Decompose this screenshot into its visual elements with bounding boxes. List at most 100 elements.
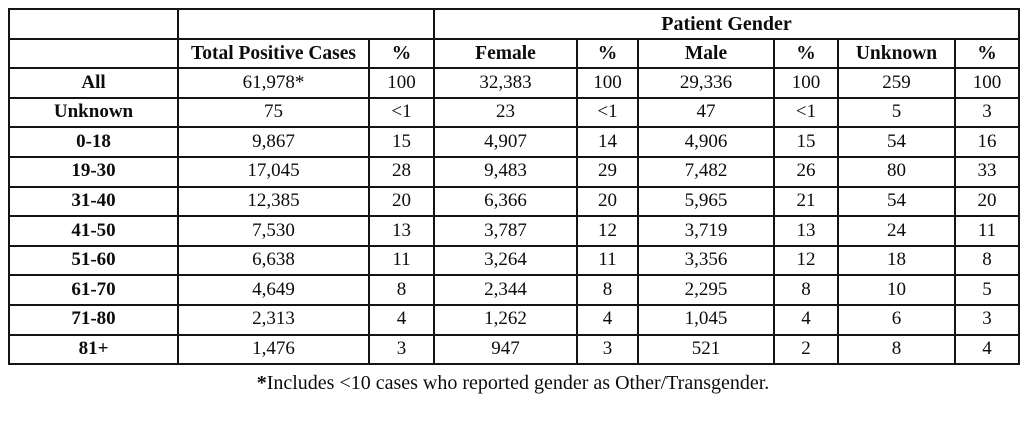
column-header-female: Female [433,37,578,70]
column-header-total-pct: % [368,37,435,70]
group-header-blank-stub [8,8,179,40]
data-cell: 4 [576,303,639,336]
data-cell: 29,336 [637,67,775,99]
table-row: 0-18 9,867 15 4,907 14 4,906 15 54 16 [8,126,1021,158]
data-cell: <1 [368,96,435,129]
data-cell: <1 [576,96,639,129]
data-cell: 26 [773,155,839,188]
column-header-stub [8,37,179,70]
row-label: 51-60 [8,244,179,277]
data-cell: <1 [773,96,839,129]
data-cell: 9,867 [177,126,370,158]
table-body: All 61,978* 100 32,383 100 29,336 100 259 100 Unk… [8,67,1021,366]
data-cell: 17,045 [177,155,370,188]
data-cell: 4,907 [433,126,578,158]
patient-gender-group-header: Patient Gender [432,8,1021,40]
data-cell: 75 [177,96,370,129]
data-cell: 2,344 [433,274,578,306]
data-cell: 12,385 [177,185,370,218]
data-cell: 13 [773,215,839,247]
data-cell: 4 [368,303,435,336]
row-label: 31-40 [8,185,179,218]
data-cell: 521 [637,333,775,366]
group-header-blank-span [177,8,435,40]
row-label: 19-30 [8,155,179,188]
data-cell: 20 [953,185,1021,218]
data-cell: 10 [837,274,956,306]
data-cell: 7,482 [637,155,775,188]
data-cell: 15 [773,126,839,158]
data-cell: 12 [576,215,639,247]
row-label: 61-70 [8,274,179,306]
footnote-text: Includes <10 cases who reported gender a… [266,372,770,395]
data-cell: 100 [576,67,639,99]
table-row: 51-60 6,638 11 3,264 11 3,356 12 18 8 [8,244,1021,277]
data-cell: 3,264 [433,244,578,277]
patient-gender-table: Patient Gender Total Positive Cases % Fe… [8,8,1021,366]
data-cell: 32,383 [433,67,578,99]
table-row: 19-30 17,045 28 9,483 29 7,482 26 80 33 [8,155,1021,188]
data-cell: 1,262 [433,303,578,336]
column-header-unknown-pct: % [953,37,1021,70]
data-cell: 4,649 [177,274,370,306]
data-cell: 47 [637,96,775,129]
table-row: Unknown 75 <1 23 <1 47 <1 5 3 [8,96,1021,129]
table-row: 81+ 1,476 3 947 3 521 2 8 4 [8,333,1021,366]
data-cell: 8 [773,274,839,306]
footnote: *Includes <10 cases who reported gender … [8,372,1018,395]
data-cell: 8 [368,274,435,306]
data-cell: 6,366 [433,185,578,218]
column-header-unknown: Unknown [837,37,956,70]
data-cell: 15 [368,126,435,158]
data-cell: 54 [837,185,956,218]
data-cell: 3,787 [433,215,578,247]
data-cell: 3 [953,96,1021,129]
table-row: 71-80 2,313 4 1,262 4 1,045 4 6 3 [8,303,1021,336]
row-label: 81+ [8,333,179,366]
data-cell: 8 [837,333,956,366]
table-row: 31-40 12,385 20 6,366 20 5,965 21 54 20 [8,185,1021,218]
table-row: All 61,978* 100 32,383 100 29,336 100 259 100 [8,67,1021,99]
data-cell: 8 [953,244,1021,277]
data-cell: 23 [433,96,578,129]
data-cell: 9,483 [433,155,578,188]
data-cell: 8 [576,274,639,306]
data-cell: 5,965 [637,185,775,218]
data-cell: 2,313 [177,303,370,336]
data-cell: 54 [837,126,956,158]
data-cell: 21 [773,185,839,218]
data-cell: 33 [953,155,1021,188]
data-cell: 100 [953,67,1021,99]
row-label: 0-18 [8,126,179,158]
data-cell: 3 [368,333,435,366]
data-cell: 29 [576,155,639,188]
data-cell: 2 [773,333,839,366]
data-cell: 28 [368,155,435,188]
data-cell: 6,638 [177,244,370,277]
data-cell: 100 [368,67,435,99]
data-cell: 947 [433,333,578,366]
data-cell: 3,719 [637,215,775,247]
data-cell: 24 [837,215,956,247]
data-cell: 6 [837,303,956,336]
group-header-row: Patient Gender [8,8,1021,40]
column-header-total-positive-cases: Total Positive Cases [177,37,370,70]
column-header-male-pct: % [773,37,839,70]
column-header-female-pct: % [576,37,639,70]
data-cell: 11 [576,244,639,277]
data-cell: 4,906 [637,126,775,158]
data-cell: 61,978* [177,67,370,99]
data-cell: 20 [368,185,435,218]
data-cell: 259 [837,67,956,99]
table-row: 41-50 7,530 13 3,787 12 3,719 13 24 11 [8,215,1021,247]
table-row: 61-70 4,649 8 2,344 8 2,295 8 10 5 [8,274,1021,306]
footnote-asterisk: * [256,372,267,395]
data-cell: 16 [953,126,1021,158]
data-cell: 5 [837,96,956,129]
data-cell: 18 [837,244,956,277]
data-cell: 11 [368,244,435,277]
data-cell: 13 [368,215,435,247]
data-cell: 11 [953,215,1021,247]
data-cell: 20 [576,185,639,218]
data-cell: 4 [953,333,1021,366]
